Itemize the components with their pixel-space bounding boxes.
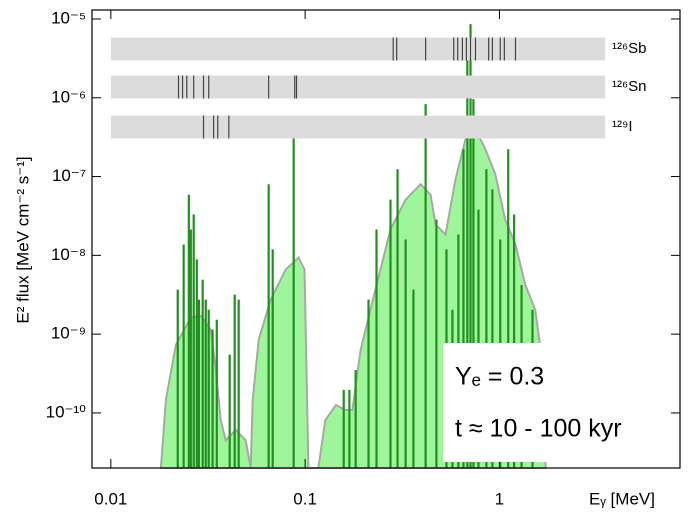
y-tick-label: 10⁻⁹ <box>51 324 86 343</box>
isotope-label: ¹²⁶Sb <box>612 40 647 57</box>
y-tick-label: 10⁻⁷ <box>52 166 86 185</box>
x-axis-label: Eᵧ [MeV] <box>589 489 655 508</box>
x-tick-label: 0.01 <box>94 489 127 508</box>
y-tick-label: 10⁻⁶ <box>51 87 86 106</box>
isotope-band <box>110 115 606 139</box>
annotation-box <box>443 343 555 462</box>
annotation: Yₑ = 0.3 <box>455 363 544 391</box>
isotope-label: ¹²⁹I <box>612 118 633 135</box>
isotope-band <box>110 75 606 99</box>
x-tick-label: 0.1 <box>293 489 317 508</box>
isotope-band <box>110 37 606 61</box>
annotation: t ≈ 10 - 100 kyr <box>455 415 622 443</box>
y-tick-label: 10⁻⁸ <box>51 245 86 264</box>
y-axis-label: E² flux [MeV cm⁻² s⁻¹] <box>13 156 32 323</box>
y-tick-label: 10⁻⁵ <box>51 8 86 27</box>
x-tick-label: 1 <box>495 489 504 508</box>
y-tick-label: 10⁻¹⁰ <box>46 402 87 421</box>
plot-frame <box>91 9 681 469</box>
isotope-label: ¹²⁶Sn <box>612 78 647 95</box>
